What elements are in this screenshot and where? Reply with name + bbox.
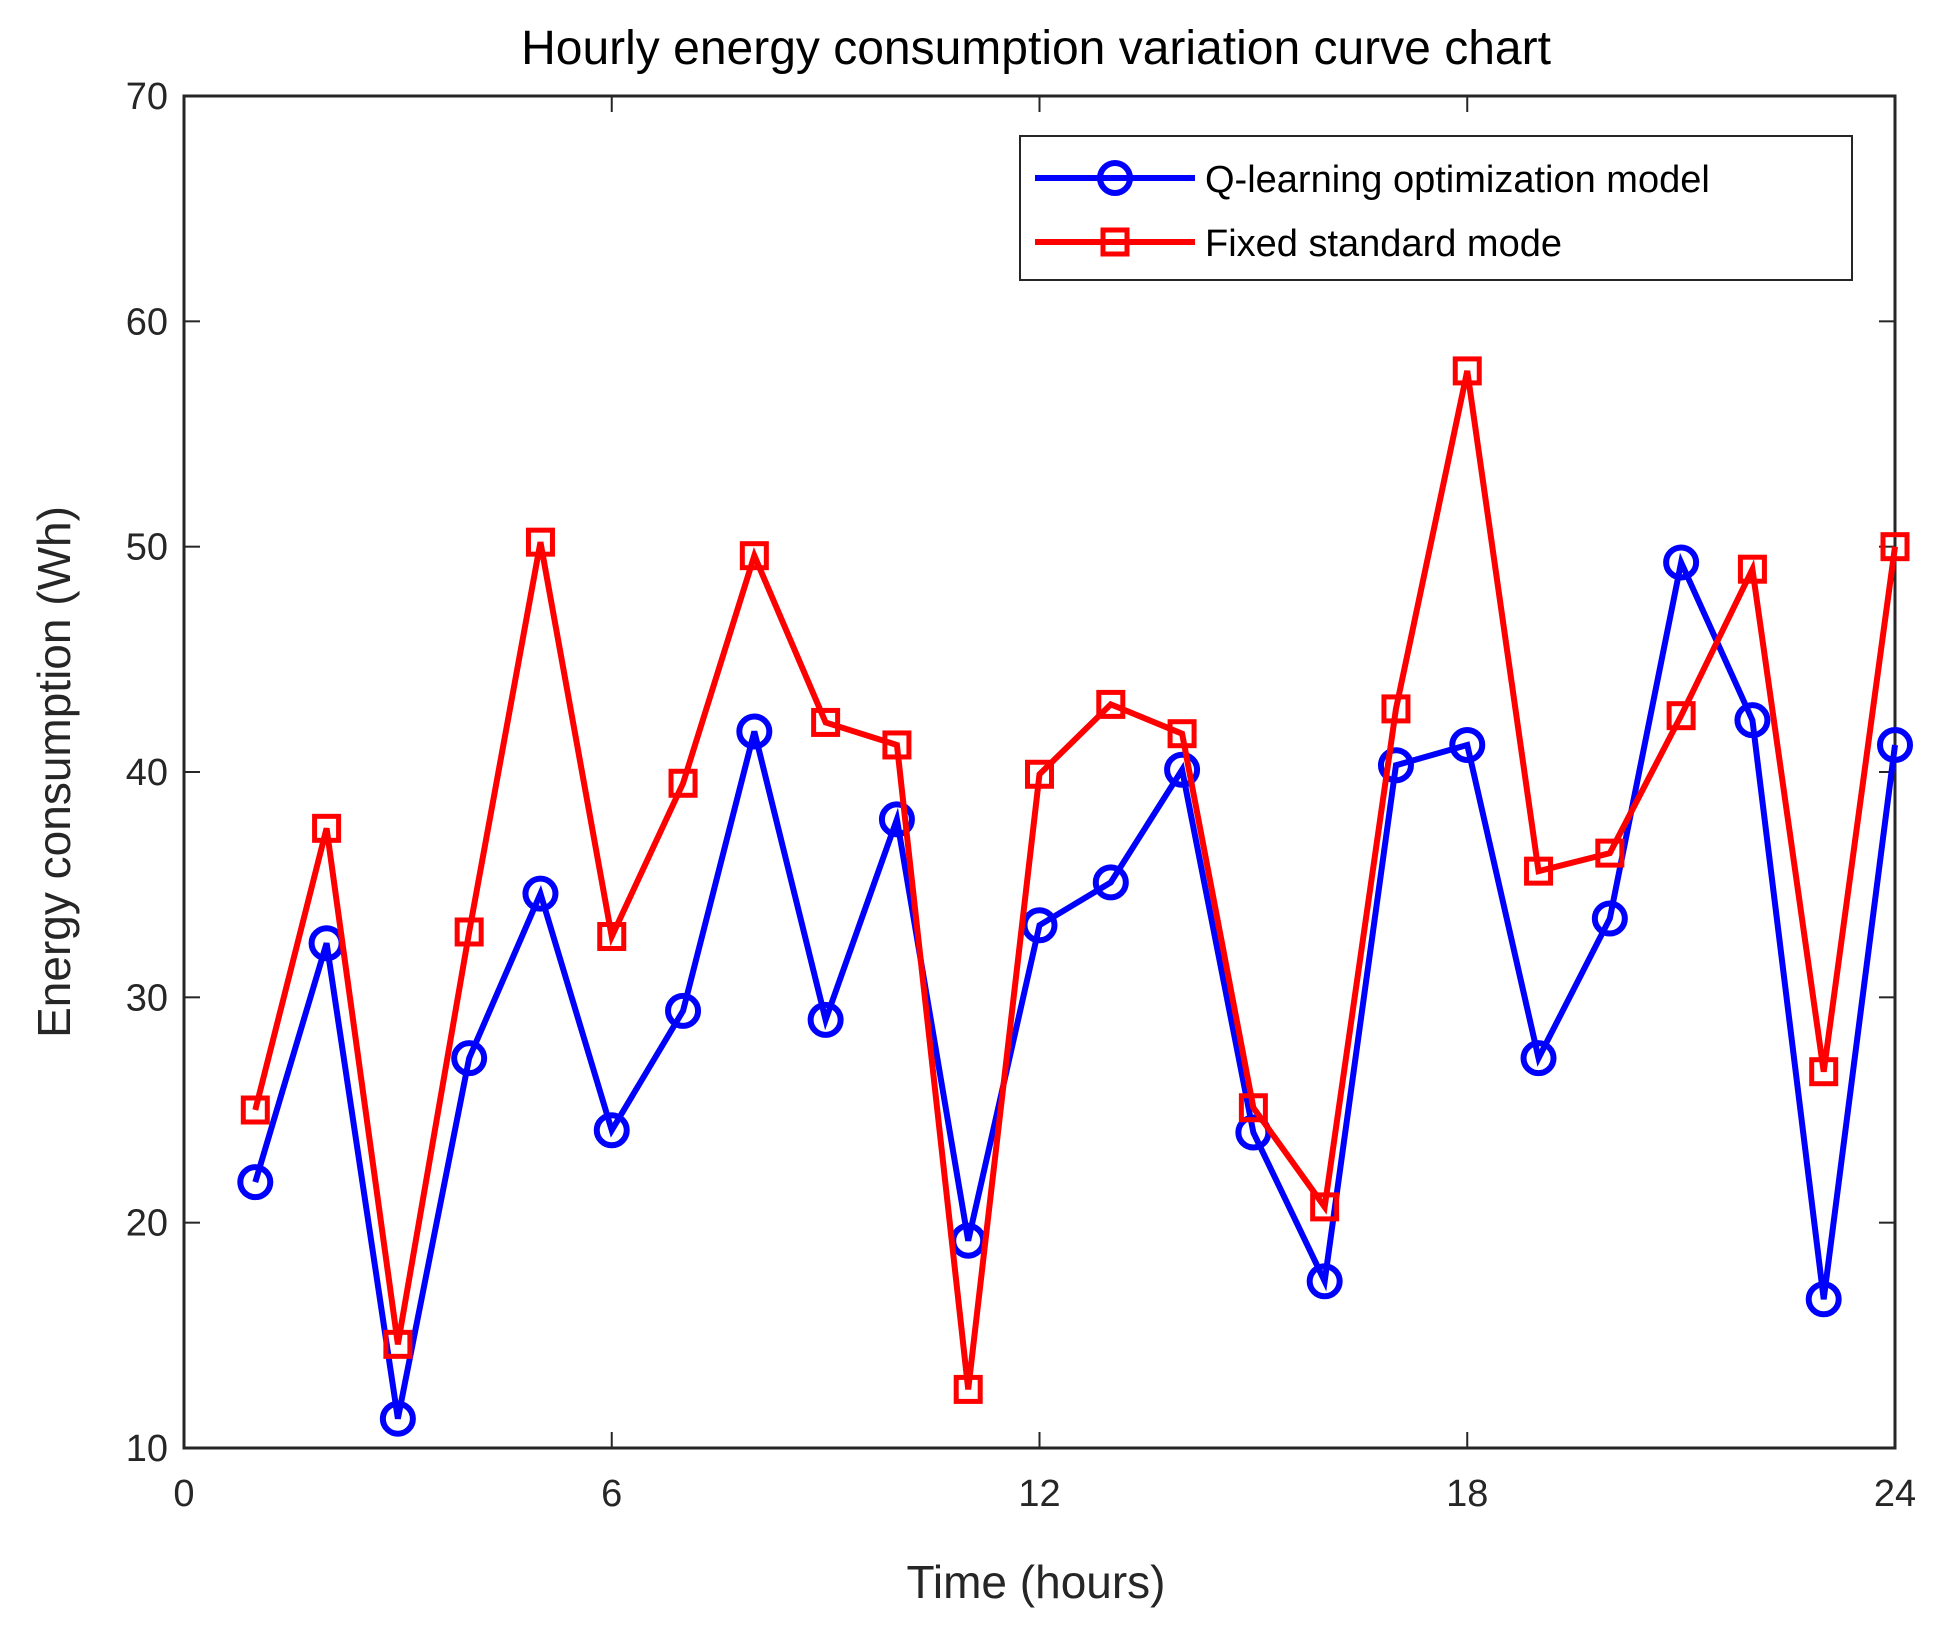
data-point-fixed-standard [1310,1192,1340,1222]
y-tick-label: 50 [126,527,168,569]
data-point-q-learning [1164,751,1201,788]
data-point-q-learning [1877,726,1913,763]
data-point-fixed-standard [312,813,342,843]
series-fixed-standard [240,356,1910,1404]
x-tick-label: 18 [1446,1473,1488,1515]
data-point-q-learning [1734,702,1771,739]
data-point-q-learning [878,801,915,838]
data-point-q-learning [451,1040,488,1077]
y-tick-label: 20 [126,1203,168,1245]
data-point-q-learning [807,1001,844,1038]
legend-marker-fixed-standard [1100,227,1130,257]
data-point-q-learning [1520,1040,1557,1077]
data-point-q-learning [1092,864,1129,901]
data-point-fixed-standard [1737,554,1767,584]
data-point-fixed-standard [1381,694,1411,724]
axis-ticks [183,95,1896,1449]
legend: Q-learning optimization model Fixed stan… [1019,135,1853,281]
data-point-fixed-standard [668,768,698,798]
data-point-fixed-standard [1666,701,1696,731]
plot-area [182,94,1913,1450]
data-point-fixed-standard [1452,356,1482,386]
data-point-fixed-standard [525,527,555,557]
data-point-fixed-standard [1809,1057,1839,1087]
data-point-fixed-standard [240,1095,270,1125]
legend-box [1019,135,1853,281]
data-point-q-learning [237,1164,274,1201]
data-point-fixed-standard [882,730,912,760]
y-tick-label: 10 [126,1428,168,1470]
data-point-q-learning [1377,747,1414,784]
data-point-q-learning [1805,1281,1842,1318]
data-point-fixed-standard [1096,689,1126,719]
data-point-fixed-standard [597,921,627,951]
data-point-fixed-standard [739,541,769,571]
x-axis-label: Time (hours) [907,1556,1166,1608]
data-point-q-learning [593,1112,630,1149]
legend-label-fixed-standard: Fixed standard mode [1205,223,1562,265]
y-axis-label: Energy consumption (Wh) [28,506,80,1038]
data-point-q-learning [736,713,773,750]
series-layer [237,356,1913,1437]
series-line-fixed-standard [252,370,1898,1390]
legend-marker-q-learning [1097,160,1133,196]
data-point-fixed-standard [454,917,484,947]
data-point-fixed-standard [1025,759,1054,789]
x-tick-label: 6 [601,1473,622,1515]
x-tick-label: 12 [1018,1473,1060,1515]
data-point-q-learning [665,992,702,1029]
data-point-fixed-standard [1167,719,1197,749]
data-point-fixed-standard [1238,1093,1268,1123]
data-point-fixed-standard [811,707,841,737]
y-tick-label: 70 [126,76,168,118]
x-tick-label: 24 [1874,1473,1916,1515]
data-point-q-learning [1449,726,1486,763]
data-point-fixed-standard [953,1374,983,1404]
data-point-q-learning [1306,1263,1343,1300]
tick-labels: 0 6 12 18 24 10 20 30 40 50 60 70 [126,76,1916,1515]
data-point-fixed-standard [1524,856,1554,886]
data-point-q-learning [379,1400,416,1437]
x-tick-label: 0 [173,1473,194,1515]
chart-title: Hourly energy consumption variation curv… [521,22,1551,75]
data-point-q-learning [1591,900,1628,937]
data-point-fixed-standard [1880,532,1910,562]
y-tick-label: 30 [126,977,168,1019]
data-point-fixed-standard [383,1329,413,1359]
y-tick-label: 60 [126,301,168,343]
legend-label-q-learning: Q-learning optimization model [1205,159,1710,201]
y-tick-label: 40 [126,752,168,794]
data-point-fixed-standard [1595,838,1625,868]
data-point-q-learning [1663,544,1700,581]
data-point-q-learning [522,875,559,912]
